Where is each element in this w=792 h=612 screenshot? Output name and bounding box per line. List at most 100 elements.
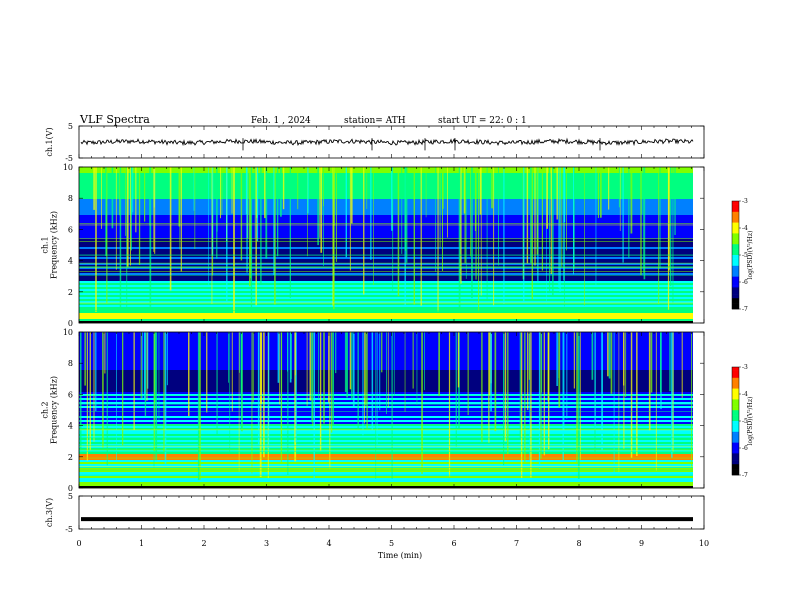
colorbar-swatch — [732, 271, 739, 274]
spectrogram-streak — [226, 167, 228, 303]
colorbar-swatch — [732, 469, 739, 472]
x-tick-label: 2 — [201, 539, 206, 548]
spectrogram-line — [79, 224, 693, 226]
x-tick-label: 1 — [139, 539, 144, 548]
spectrogram-streak — [345, 167, 347, 258]
spectrogram-streak — [332, 332, 334, 426]
spectrogram-line — [79, 445, 693, 447]
spectrogram-streak — [562, 332, 564, 461]
spectrogram-streak — [199, 332, 201, 480]
spectrogram-streak — [169, 167, 172, 291]
colorbar-tick-label: -7 — [742, 306, 748, 313]
spectrogram-streak — [154, 167, 156, 254]
colorbar-swatch — [732, 408, 739, 411]
y-tick-label: 2 — [68, 453, 73, 462]
spectrogram-streak — [93, 332, 95, 442]
spectrogram-band — [79, 211, 693, 214]
spectrogram-streak — [420, 167, 422, 306]
spectrogram-streak — [577, 332, 580, 479]
colorbar-swatch — [732, 386, 739, 389]
spectrogram-streak — [268, 332, 270, 450]
colorbar-tick-label: -3 — [742, 198, 748, 205]
spectrogram-streak — [387, 332, 389, 408]
spectrogram-streak — [132, 167, 134, 213]
y-axis-label: ch.1 — [41, 236, 50, 253]
colorbar-swatch — [732, 437, 739, 440]
spectrogram-band — [79, 283, 693, 286]
spectrogram-band — [79, 398, 693, 401]
spectrogram-line — [79, 429, 693, 431]
spectrogram-streak — [546, 167, 547, 304]
spectrogram-streak — [561, 167, 563, 267]
colorbar-swatch — [732, 460, 739, 463]
spectrogram-band — [79, 319, 693, 322]
ch2-colorbar: -3 -4 -5 -6 -7 log(PSD)(V²/Hz) — [731, 364, 754, 479]
spectrogram-streak — [669, 167, 672, 287]
spectrogram-band — [79, 480, 693, 483]
spectrogram-band — [79, 311, 693, 314]
spectrogram-streak — [488, 332, 490, 443]
colorbar-tick-label: -4 — [742, 391, 748, 398]
spectrogram-streak — [550, 167, 552, 274]
spectrogram-streak — [404, 167, 406, 251]
spectrogram-streak — [282, 167, 285, 210]
spectrogram-streak — [481, 332, 483, 443]
colorbar-swatch — [732, 462, 739, 465]
spectrogram-band — [79, 235, 693, 238]
spectrogram-streak — [329, 332, 331, 469]
spectrogram-band — [79, 424, 693, 427]
spectrogram-streak — [133, 332, 135, 430]
spectrogram-band — [79, 372, 693, 375]
colorbar-swatch — [732, 372, 739, 375]
spectrogram-streak — [534, 167, 536, 266]
spectrogram-streak — [238, 332, 240, 472]
spectrogram-band — [79, 177, 693, 180]
ch1-waveform-panel: ch.1(V) 5 -5 — [45, 122, 705, 163]
colorbar-tick-label: -7 — [742, 472, 748, 479]
spectrogram-streak — [379, 332, 381, 411]
colorbar-swatch — [732, 303, 739, 306]
spectrogram-streak — [630, 167, 633, 234]
spectrogram-streak — [658, 167, 660, 305]
spectrogram-streak — [558, 332, 561, 408]
spectrogram-streak — [143, 332, 146, 400]
spectrogram-streak — [494, 332, 497, 432]
spectrogram-streak — [628, 167, 630, 258]
spectrogram-streak — [257, 332, 260, 445]
spectrogram-band — [79, 378, 693, 381]
spectrogram-band — [79, 175, 693, 178]
spectrogram-line — [79, 266, 693, 268]
spectrogram-streak — [313, 332, 315, 479]
colorbar-swatch — [732, 390, 739, 393]
spectrogram-streak — [154, 332, 156, 403]
spectrogram-streak — [401, 167, 403, 254]
spectrogram-streak — [548, 332, 550, 450]
spectrogram-band — [79, 346, 693, 349]
spectrogram-streak — [149, 167, 150, 226]
spectrogram-streak — [527, 332, 529, 411]
spectrogram-streak — [610, 332, 613, 394]
spectrogram-band — [79, 241, 693, 244]
colorbar-swatch — [732, 219, 739, 222]
colorbar-swatch — [732, 446, 739, 449]
spectrogram-band — [79, 352, 693, 355]
x-tick-label: 10 — [699, 539, 709, 548]
colorbar-swatch — [732, 260, 739, 263]
x-tick-label: 6 — [451, 539, 456, 548]
spectrogram-band — [79, 462, 693, 465]
spectrogram-line — [79, 469, 693, 471]
colorbar-swatch — [732, 255, 739, 258]
spectrogram-band — [79, 394, 693, 397]
spectrogram-streak — [404, 332, 406, 412]
spectrogram-band — [79, 420, 693, 423]
spectrogram-streak — [144, 167, 146, 222]
spectrogram-streak — [491, 167, 493, 209]
spectrogram-band — [79, 368, 693, 371]
spectrogram-streak — [274, 167, 276, 305]
spectrogram-band — [79, 382, 693, 385]
spectrogram-band — [79, 436, 693, 439]
spectrogram-streak — [366, 167, 368, 209]
spectrogram-band — [79, 313, 693, 316]
spectrogram-band — [79, 470, 693, 473]
colorbar-swatch — [732, 251, 739, 254]
